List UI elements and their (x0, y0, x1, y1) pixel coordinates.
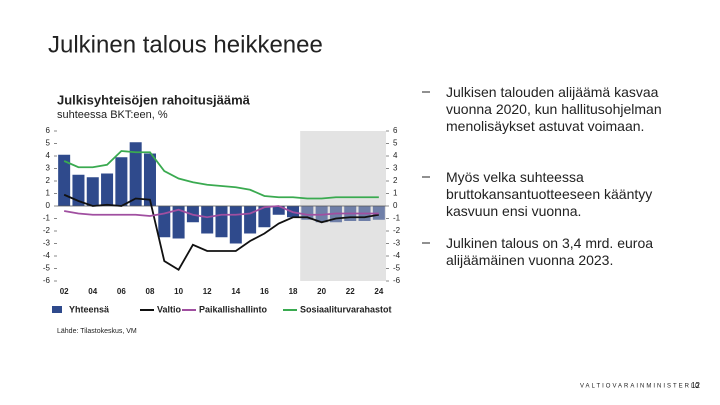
y2-tick-label: 0 (393, 201, 398, 210)
line (63, 150, 379, 200)
bar (143, 153, 156, 206)
x-tick-label: 08 (146, 287, 155, 296)
bar (244, 206, 257, 234)
y-tick-label: 3 (46, 164, 51, 173)
x-tick-label: 20 (317, 287, 326, 296)
x-tick-label: 16 (260, 287, 269, 296)
x-tick-label: 10 (174, 287, 183, 296)
bullet: Julkinen talous on 3,4 mrd. euroa alijää… (446, 235, 654, 268)
bullet: Myös velka suhteessa bruttokansantuottee… (446, 169, 653, 219)
x-tick-label: 12 (203, 287, 212, 296)
y-tick-label: -2 (43, 226, 51, 235)
slide-title: Julkinen talous heikkenee (48, 31, 323, 58)
x-tick-label: 24 (374, 287, 383, 296)
bar (272, 206, 285, 215)
source: Lähde: Tilastokeskus, VM (57, 328, 137, 335)
bar (229, 206, 242, 244)
line (63, 205, 379, 219)
x-tick-label: 04 (88, 287, 97, 296)
bar (301, 206, 314, 220)
y2-tick-label: -6 (393, 276, 401, 285)
chart-title: Julkisyhteisöjen rahoitusjäämä (57, 92, 251, 107)
bar (158, 206, 171, 238)
y-tick-label: 5 (46, 139, 51, 148)
x-tick-label: 18 (289, 287, 298, 296)
y2-tick-label: -1 (393, 214, 401, 223)
y2-tick-label: 3 (393, 164, 398, 173)
y-tick-label: -4 (43, 251, 51, 260)
footer: VALTIOVARAINMINISTERIÖ (580, 383, 701, 390)
legend-label: Yhteensä (69, 304, 110, 314)
bar (86, 177, 99, 206)
bar (129, 142, 142, 206)
x-tick-label: 14 (231, 287, 240, 296)
legend-label: Sosiaaliturvarahastot (300, 304, 392, 314)
y-tick-label: -5 (43, 264, 51, 273)
chart-subtitle: suhteessa BKT:een, % (57, 109, 168, 121)
y2-tick-label: 4 (393, 151, 398, 160)
y-tick-label: 0 (46, 201, 51, 210)
y-tick-label: 4 (46, 151, 51, 160)
bar (172, 206, 185, 239)
y2-tick-label: -2 (393, 226, 401, 235)
x-tick-label: 02 (60, 287, 69, 296)
y2-tick-label: -3 (393, 239, 401, 248)
bar (72, 174, 85, 206)
x-tick-label: 22 (346, 287, 355, 296)
line (63, 193, 380, 272)
legend-label: Paikallishallinto (199, 304, 268, 314)
y2-tick-label: -4 (393, 251, 401, 260)
bullet: Julkisen talouden alijäämä kasvaa vuonna… (446, 84, 662, 134)
y2-tick-label: 5 (393, 139, 398, 148)
page-number: 12 (691, 381, 700, 390)
bar (201, 206, 214, 234)
y2-tick-label: 1 (393, 189, 398, 198)
legend-label: Valtio (157, 304, 182, 314)
y-tick-label: -3 (43, 239, 51, 248)
y2-tick-label: 6 (393, 126, 398, 135)
y-tick-label: 6 (46, 126, 51, 135)
bar (258, 206, 271, 228)
y-tick-label: -6 (43, 276, 51, 285)
y2-tick-label: 2 (393, 176, 398, 185)
y2-tick-label: -5 (393, 264, 401, 273)
y-tick-label: -1 (43, 214, 51, 223)
x-tick-label: 06 (117, 287, 126, 296)
bar (115, 157, 128, 206)
bar (101, 173, 114, 206)
legend-swatch (52, 306, 62, 313)
bar (58, 154, 71, 206)
y-tick-label: 1 (46, 189, 51, 198)
y-tick-label: 2 (46, 176, 51, 185)
bar (215, 206, 228, 238)
